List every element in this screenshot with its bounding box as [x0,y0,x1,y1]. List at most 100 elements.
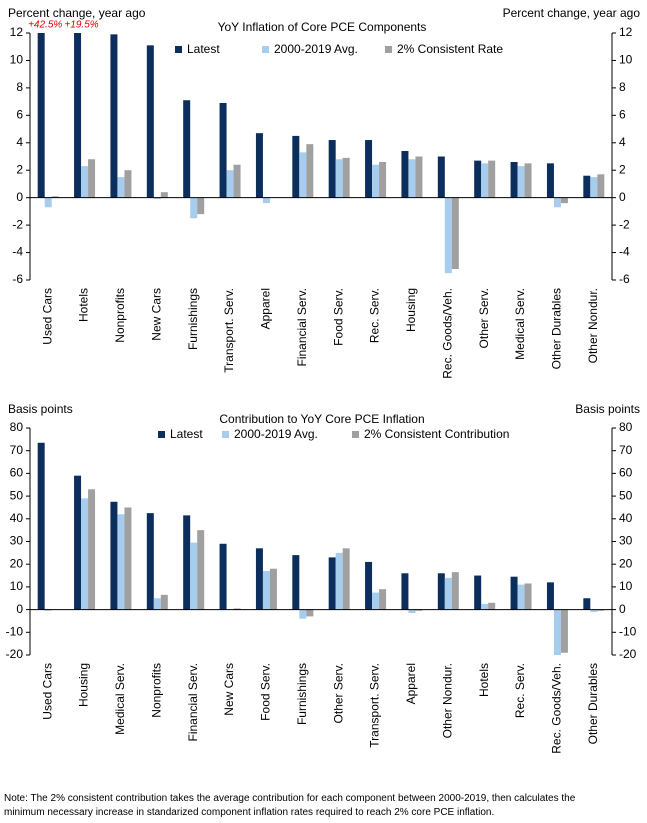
y-tick-label: 6 [16,108,23,122]
bar [474,160,482,198]
y-axis-label: Basis points [8,402,73,416]
legend-swatch [262,46,269,53]
bar [328,140,336,198]
x-tick-label: Financial Serv. [295,288,309,366]
y2-tick-label: 50 [619,488,633,502]
bar [365,140,373,198]
x-tick-label: Used Cars [40,663,54,720]
bar [74,475,82,610]
y2-tick-label: 12 [619,25,633,39]
bar [444,197,452,274]
y-tick-label: 0 [16,190,23,204]
x-tick-label: Nonprofits [113,288,127,343]
note-line: Note: The 2% consistent contribution tak… [4,793,576,804]
bar [328,557,336,610]
x-tick-label: Rec. Goods/Veh. [550,663,564,754]
legend-label: Latest [170,427,203,441]
bar [451,572,459,610]
bar [226,170,234,198]
x-tick-label: Housing [77,663,91,707]
y-tick-label: 2 [16,162,23,176]
bar [342,548,350,610]
bars [37,442,605,655]
bar [299,152,307,198]
bar [342,157,350,198]
y-tick-label: 40 [10,511,24,525]
bar [401,151,409,198]
bar [44,197,52,208]
y2-tick-label: 4 [619,135,626,149]
bar [81,498,89,610]
bar [81,166,89,198]
x-tick-label: Food Serv. [331,288,345,346]
legend-label: Latest [187,42,220,56]
y-tick-label: 4 [16,135,23,149]
bar [183,515,191,610]
y2-tick-label: 2 [619,162,626,176]
legend-label: 2% Consistent Rate [397,42,503,56]
y2-tick-label: 10 [619,53,633,67]
x-tick-label: Medical Serv. [513,288,527,360]
y2-tick-label: -20 [619,647,637,661]
bar [255,548,263,610]
y-tick-label: 10 [10,53,24,67]
x-tick-label: Other Nondur. [440,663,454,738]
bar [379,161,387,198]
bar [117,177,125,198]
bar [117,514,125,610]
bar [51,196,59,198]
bar [517,584,525,610]
y2-tick-label: 0 [619,190,626,204]
bar [481,603,489,610]
bar [451,197,459,270]
y2-tick-label: 0 [619,602,626,616]
bar [153,197,161,200]
bar [510,161,518,198]
bar [255,133,263,198]
y2-tick-label: 20 [619,556,633,570]
bar [292,555,300,610]
bar [365,561,373,610]
legend-label: 2% Consistent Contribution [364,427,509,441]
bar [74,33,82,198]
legend-swatch [175,46,182,53]
bar [299,609,307,619]
x-tick-label: Nonprofits [149,663,163,718]
bar [110,34,118,198]
bar [372,592,380,610]
y-tick-label: 30 [10,534,24,548]
bar [306,144,314,198]
bar [233,608,241,610]
value-label: +19.5% [64,20,98,31]
legend-label: 2000-2019 Avg. [234,427,318,441]
bar [408,159,416,198]
bar [597,609,605,611]
x-tick-label: Medical Serv. [113,663,127,735]
x-tick-label: Rec. Serv. [513,663,527,718]
bar [553,609,561,655]
bar [415,609,423,611]
bar [546,582,554,610]
bar [335,552,343,610]
x-tick-label: Housing [404,288,418,332]
x-tick-label: Apparel [404,663,418,704]
bar [590,177,598,198]
bar [262,197,270,204]
bar [583,598,591,610]
x-tick-label: Transport. Serv. [368,663,382,748]
y-axis-label: Percent change, year ago [8,6,146,20]
y2-tick-label: 30 [619,534,633,548]
bar [444,577,452,610]
bar [197,197,205,215]
bar [233,164,241,198]
y2-tick-label: -2 [619,217,630,231]
bar [124,170,132,198]
y-tick-label: 10 [10,579,24,593]
y2-tick-label: 10 [619,579,633,593]
y-tick-label: 60 [10,466,24,480]
y2-tick-label: 80 [619,420,633,434]
bar [190,197,198,219]
bar [488,160,496,198]
bar [372,164,380,198]
bar [110,501,118,610]
